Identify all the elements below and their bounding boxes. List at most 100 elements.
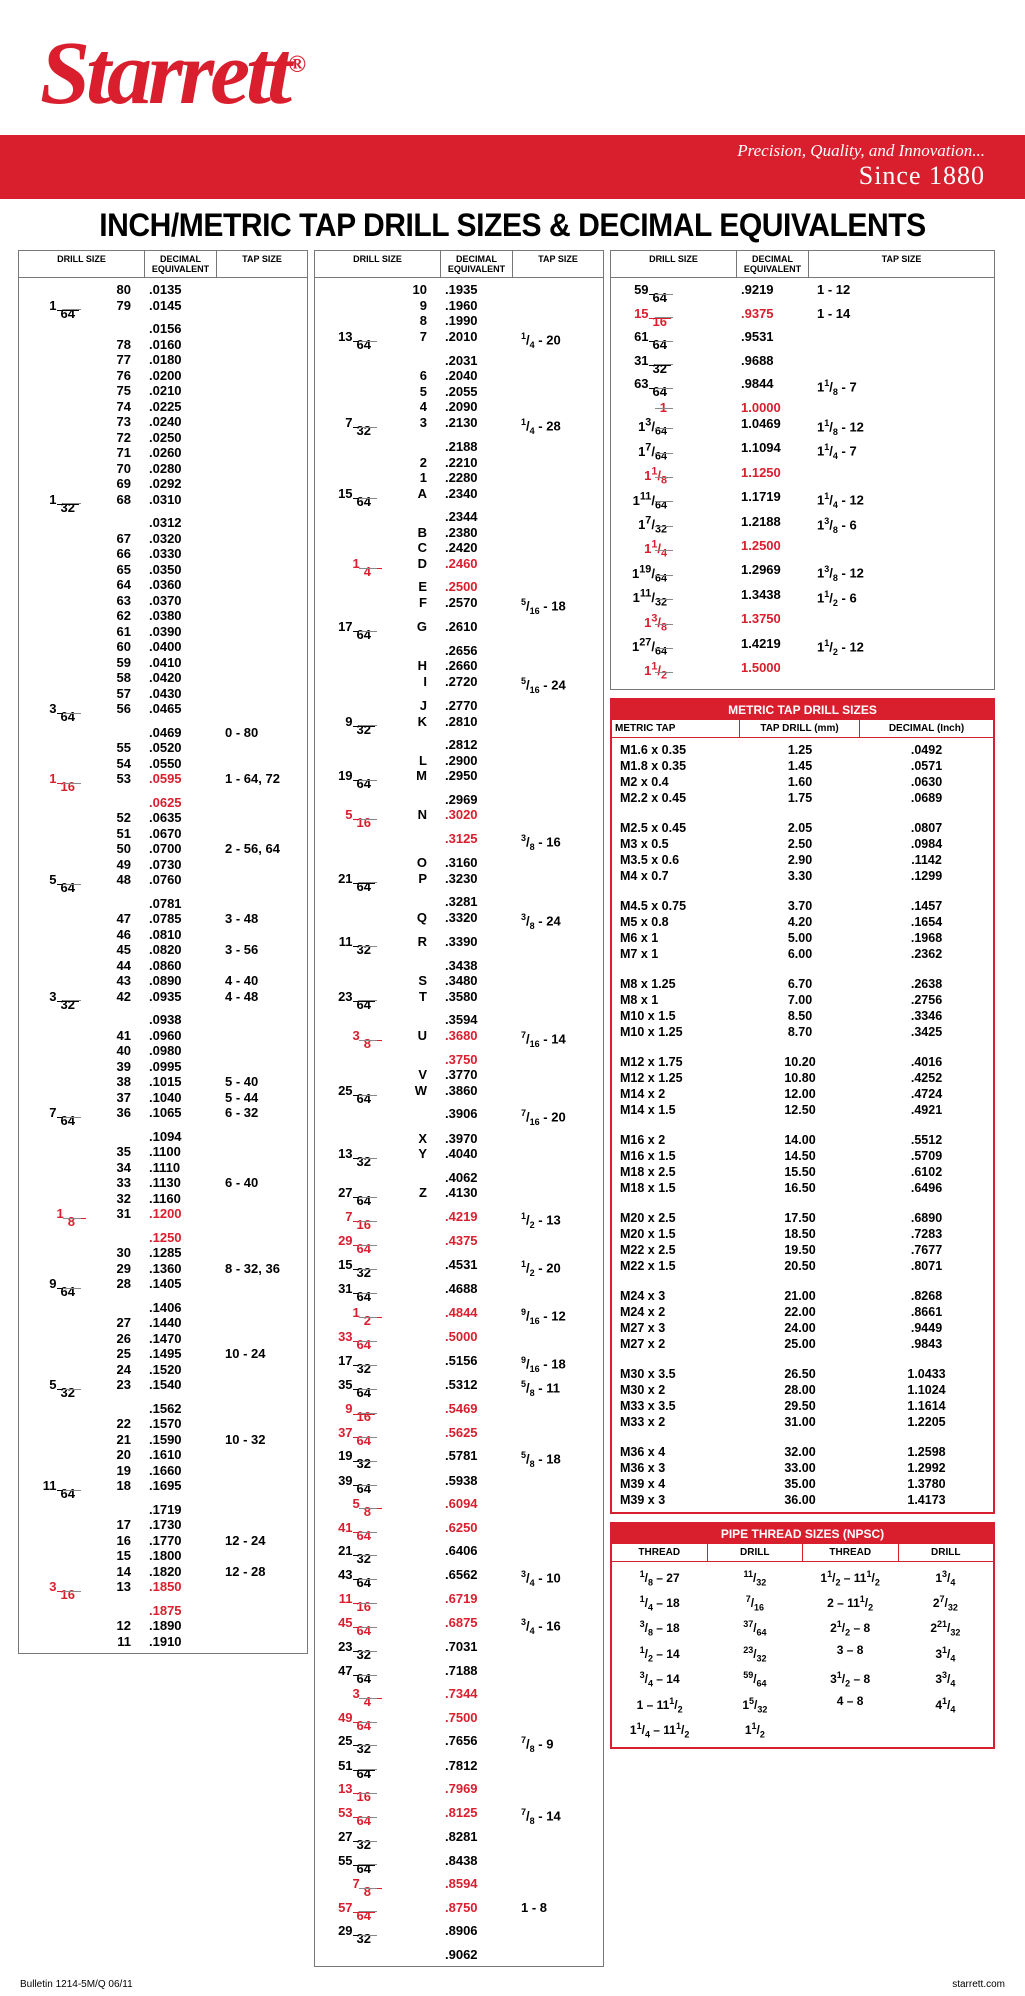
- table-row: 63.0370: [19, 593, 307, 609]
- metric-row: M12 x 1.7510.20.4016: [612, 1054, 993, 1070]
- hdr-decimal: DECIMAL EQUIVALENT: [737, 251, 809, 277]
- table-row: 3364.5000: [315, 1329, 603, 1353]
- table-row: 72.0250: [19, 430, 307, 446]
- tagline: Precision, Quality, and Innovation...: [40, 141, 985, 161]
- table-row: 25.149510 - 24: [19, 1346, 307, 1362]
- table-row: .3594: [315, 1012, 603, 1028]
- table-row: 5364.81257/8 - 14: [315, 1805, 603, 1829]
- table-row: 2332.7031: [315, 1639, 603, 1663]
- table-row: .9062: [315, 1947, 603, 1963]
- metric-row: M14 x 1.512.50.4921: [612, 1102, 993, 1118]
- table-row: 16479.0145: [19, 298, 307, 322]
- metric-row: M8 x 17.00.2756: [612, 992, 993, 1008]
- table-row: 67.0320: [19, 531, 307, 547]
- metric-row: M24 x 321.00.8268: [612, 1288, 993, 1304]
- column-3: DRILL SIZEDECIMAL EQUIVALENTTAP SIZE 596…: [610, 250, 995, 1757]
- metric-row: M1.6 x 0.351.25.0492: [612, 742, 993, 758]
- metric-row: M39 x 435.001.3780: [612, 1476, 993, 1492]
- metric-row: M36 x 432.001.2598: [612, 1444, 993, 1460]
- table-row: 111/321.343811/2 - 6: [611, 587, 994, 611]
- table-row: 3564.53125/8 - 11: [315, 1377, 603, 1401]
- table-row: 116418.1695: [19, 1478, 307, 1502]
- logo-area: Starrett®: [0, 0, 1025, 135]
- table-row: 13268.0310: [19, 492, 307, 516]
- table-row: 29.13608 - 32, 36: [19, 1261, 307, 1277]
- table-row: 44.0860: [19, 958, 307, 974]
- table-row: 2564W.3860: [315, 1083, 603, 1107]
- table-row: 39.0995: [19, 1059, 307, 1075]
- hdr-pipe: THREAD: [612, 1544, 708, 1561]
- table-row: .1719: [19, 1502, 307, 1518]
- metric-row: M18 x 2.515.50.6102: [612, 1164, 993, 1180]
- table-row: .0312: [19, 515, 307, 531]
- table-row: 50.07002 - 56, 64: [19, 841, 307, 857]
- table-row: 65.0350: [19, 562, 307, 578]
- table-row: 4964.7500: [315, 1710, 603, 1734]
- metric-row: M10 x 1.58.50.3346: [612, 1008, 993, 1024]
- table-row: 10.1935: [315, 282, 603, 298]
- table-row: 2532.76567/8 - 9: [315, 1733, 603, 1757]
- table-row: 11.0000: [611, 400, 994, 416]
- table-row: .1250: [19, 1230, 307, 1246]
- table-row: .2812: [315, 737, 603, 753]
- metric-row: M3 x 0.52.50.0984: [612, 836, 993, 852]
- table-row: 43.08904 - 40: [19, 973, 307, 989]
- metric-row: M10 x 1.258.70.3425: [612, 1024, 993, 1040]
- table-row: 75.0210: [19, 383, 307, 399]
- hdr-decimal: DECIMAL EQUIVALENT: [441, 251, 513, 277]
- table-row: 13647.20101/4 - 20: [315, 329, 603, 353]
- hdr-drill-size: DRILL SIZE: [19, 251, 145, 277]
- table-row: 33242.09354 - 48: [19, 989, 307, 1013]
- table-row: 6364.984411/8 - 7: [611, 376, 994, 400]
- pipe-row: 11/4 – 111/211/2: [612, 1718, 993, 1743]
- table-row: 2732.8281: [315, 1829, 603, 1853]
- table-row: 34.7344: [315, 1686, 603, 1710]
- table-row: 1316.7969: [315, 1781, 603, 1805]
- metric-row: M16 x 1.514.50.5709: [612, 1148, 993, 1164]
- pipe-box: PIPE THREAD SIZES (NPSC) THREADDRILLTHRE…: [610, 1522, 995, 1750]
- table-row: I.27205/16 - 24: [315, 674, 603, 698]
- table-row: 71.0260: [19, 445, 307, 461]
- table-row: 127/641.421911/2 - 12: [611, 636, 994, 660]
- pipe-row: 1/2 – 1423/323 – 831/4: [612, 1642, 993, 1667]
- table-row: 1116.6719: [315, 1591, 603, 1615]
- metric-row: M30 x 228.001.1024: [612, 1382, 993, 1398]
- table-row: 11/41.2500: [611, 538, 994, 562]
- table-row: 17.1730: [19, 1517, 307, 1533]
- metric-row: M22 x 1.520.50.8071: [612, 1258, 993, 1274]
- table-row: 4.2090: [315, 399, 603, 415]
- table-row: 2964.4375: [315, 1233, 603, 1257]
- table-row: .2656: [315, 643, 603, 659]
- metric-row: M20 x 2.517.50.6890: [612, 1210, 993, 1226]
- table-row: 2164P.3230: [315, 871, 603, 895]
- table-row: 52.0635: [19, 810, 307, 826]
- table-row: 12.48449/16 - 12: [315, 1305, 603, 1329]
- table-row: Q.33203/8 - 24: [315, 910, 603, 934]
- table-row: 12.1890: [19, 1618, 307, 1634]
- hdr-decimal: DECIMAL EQUIVALENT: [145, 251, 217, 277]
- table-row: 69.0292: [19, 476, 307, 492]
- table-row: 59.0410: [19, 655, 307, 671]
- bulletin: Bulletin 1214-5M/Q 06/11: [20, 1979, 133, 1990]
- table-row: .31253/8 - 16: [315, 831, 603, 855]
- table-row: 932K.2810: [315, 714, 603, 738]
- pipe-row: 3/8 – 1837/6421/2 – 8221/32: [612, 1616, 993, 1641]
- metric-row: M5 x 0.84.20.1654: [612, 914, 993, 930]
- table-row: .0938: [19, 1012, 307, 1028]
- table-row: 22.1570: [19, 1416, 307, 1432]
- table-row: 2132.6406: [315, 1543, 603, 1567]
- table-row: 96428.1405: [19, 1276, 307, 1300]
- metric-row: M4 x 0.73.30.1299: [612, 868, 993, 884]
- table-row: .4062: [315, 1170, 603, 1186]
- table-row: 35.1100: [19, 1144, 307, 1160]
- page-title: INCH/METRIC TAP DRILL SIZES & DECIMAL EQ…: [31, 207, 995, 244]
- table-row: 4764.7188: [315, 1663, 603, 1687]
- metric-row: M27 x 225.00.9843: [612, 1336, 993, 1352]
- table-row: 1132R.3390: [315, 934, 603, 958]
- metric-row: M8 x 1.256.70.2638: [612, 976, 993, 992]
- metric-row: M30 x 3.526.501.0433: [612, 1366, 993, 1382]
- table-row: B.2380: [315, 525, 603, 541]
- table-row: 32.1160: [19, 1191, 307, 1207]
- hdr-pipe: DRILL: [899, 1544, 994, 1561]
- table-row: 14D.2460: [315, 556, 603, 580]
